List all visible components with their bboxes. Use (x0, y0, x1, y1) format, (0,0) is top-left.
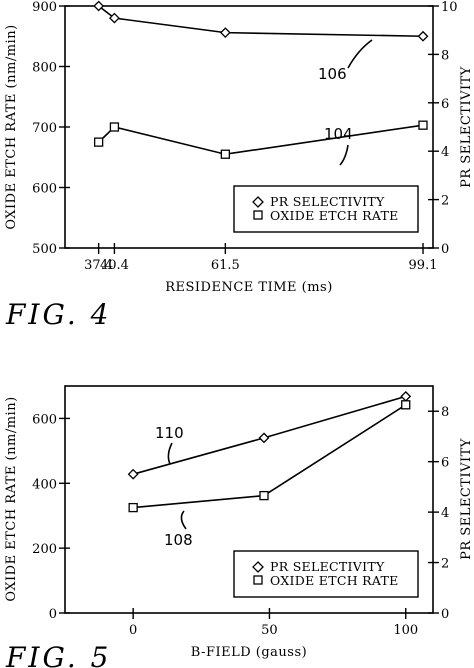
fig4-series-line-oxide-etch-rate (98, 124, 424, 156)
fig5-x-tick-label: 0 (129, 623, 137, 638)
fig5-right-tick-label: 6 (441, 456, 449, 471)
fig4-right-tick-label: 4 (441, 145, 449, 160)
fig5-point-square (401, 400, 411, 410)
fig5-x-axis-title: B-FIELD (gauss) (191, 645, 307, 660)
fig5-right-axis-title: PR SELECTIVITY (459, 438, 474, 560)
fig5-series-ref-label-108: 108 (164, 531, 193, 549)
fig5-point-square (128, 502, 138, 513)
fig5-right-tick-label: 0 (441, 607, 449, 622)
fig4-series-ref-label-104: 104 (324, 125, 353, 143)
fig4-legend: PR SELECTIVITY OXIDE ETCH RATE (233, 185, 419, 233)
fig5-point-square (259, 490, 269, 501)
fig4-right-tick-label: 0 (441, 242, 449, 257)
fig5-leader-110 (167, 442, 173, 465)
fig5-right-tick-label: 4 (441, 506, 449, 521)
fig5-marks: 0 200 400 600 0 2 4 6 8 0 50 100 (32, 390, 449, 638)
fig4-point-diamond (108, 12, 120, 24)
fig5-left-tick-label: 400 (32, 477, 57, 492)
fig4-marks: 500 600 700 800 900 0 2 4 6 8 10 37.440.4 61.5 99.1 (32, 0, 457, 273)
fig4-left-tick-label: 900 (32, 0, 57, 15)
fig5-left-tick-label: 0 (49, 607, 57, 622)
fig4-legend-diamond-marker (252, 196, 264, 208)
fig5-plot-frame (64, 385, 434, 614)
fig5-point-diamond (400, 390, 412, 402)
fig5-legend: PR SELECTIVITY OXIDE ETCH RATE (233, 550, 419, 598)
fig5-legend-box (233, 550, 419, 598)
fig5-figure-label: FIG. 5 (5, 641, 111, 668)
fig5-legend-label-pr-selectivity: PR SELECTIVITY (270, 559, 385, 574)
fig4-point-diamond (219, 27, 231, 39)
fig5-point-diamond (127, 468, 139, 480)
fig4-x-tick-label: 40.4 (100, 258, 129, 273)
fig4-point-square (220, 149, 230, 159)
fig4-left-axis-title: OXIDE ETCH RATE (nm/min) (4, 24, 19, 229)
fig4-point-diamond (93, 0, 105, 12)
fig4-point-square (418, 120, 428, 130)
fig4-right-tick-label: 10 (441, 0, 458, 15)
fig4-leader-104 (339, 144, 349, 166)
fig5-x-tick-label: 100 (393, 623, 418, 638)
fig4-series-ref-label-106: 106 (318, 65, 347, 83)
fig4-left-tick-label: 600 (32, 182, 57, 197)
figure-5-chart: 0 200 400 600 0 2 4 6 8 0 50 100 OXIDE ETCH RATE (n… (4, 385, 474, 668)
fig4-leader-106 (347, 39, 373, 69)
fig5-right-tick-label: 8 (441, 405, 449, 420)
fig5-left-tick-label: 200 (32, 542, 57, 557)
fig4-point-square (109, 122, 120, 132)
fig4-point-diamond (417, 30, 429, 42)
figure-4-chart: 500 600 700 800 900 0 2 4 6 8 10 37.440.4 61.5 99.1 O… (4, 0, 474, 331)
fig5-left-axis-title: OXIDE ETCH RATE (nm/min) (4, 396, 19, 601)
fig4-legend-label-oxide-etch-rate: OXIDE ETCH RATE (270, 208, 399, 223)
fig4-left-tick-label: 500 (32, 242, 57, 257)
fig5-series-line-oxide-etch-rate (133, 404, 407, 509)
fig5-point-diamond (258, 432, 270, 444)
fig4-figure-label: FIG. 4 (5, 298, 111, 331)
fig4-right-tick-label: 8 (441, 48, 449, 63)
fig4-x-axis-title: RESIDENCE TIME (ms) (165, 280, 333, 295)
fig5-right-tick-label: 2 (441, 557, 449, 572)
fig5-legend-diamond-marker (252, 561, 264, 573)
fig4-x-tick-label: 99.1 (409, 258, 438, 273)
fig4-series-line-pr-selectivity (98, 5, 424, 38)
fig4-x-tick-label: 37.4 (84, 258, 113, 273)
fig5-legend-label-oxide-etch-rate: OXIDE ETCH RATE (270, 573, 399, 588)
fig4-right-tick-label: 6 (441, 97, 449, 112)
fig4-right-axis-title: PR SELECTIVITY (459, 66, 474, 188)
fig4-left-tick-label: 800 (32, 61, 57, 76)
fig4-legend-box (233, 185, 419, 233)
fig4-right-tick-label: 2 (441, 194, 449, 209)
fig4-legend-square-marker (253, 210, 263, 220)
fig5-x-tick-label: 50 (261, 623, 278, 638)
fig4-point-square (93, 137, 104, 147)
fig4-x-tick-label: 61.5 (211, 258, 240, 273)
fig5-legend-square-marker (253, 575, 263, 585)
fig5-series-ref-label-110: 110 (155, 424, 184, 442)
fig4-legend-label-pr-selectivity: PR SELECTIVITY (270, 194, 385, 209)
fig5-leader-108 (180, 510, 187, 530)
fig4-left-tick-label: 700 (32, 121, 57, 136)
fig5-left-tick-label: 600 (32, 412, 57, 427)
